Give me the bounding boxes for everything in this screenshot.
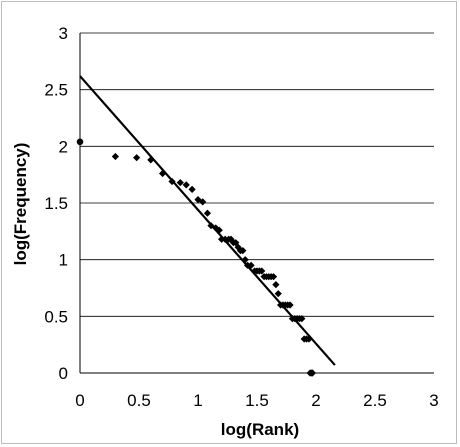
data-points <box>76 138 317 377</box>
data-point <box>239 247 247 255</box>
trendline-group <box>79 75 336 366</box>
data-point <box>111 152 119 161</box>
y-tick-label: 3 <box>59 24 68 43</box>
data-point <box>76 138 84 146</box>
x-axis-title: log(Rank) <box>221 420 299 439</box>
y-tick-label: 0.5 <box>44 307 68 326</box>
x-tick-label: 1 <box>193 391 202 410</box>
data-point <box>133 154 141 162</box>
data-point <box>188 185 196 193</box>
data-point <box>199 198 207 206</box>
y-tick-label: 2.5 <box>44 81 68 100</box>
x-tick-label: 2 <box>311 391 320 410</box>
x-tick-labels: 0 0.5 1 1.5 2 2.5 3 <box>75 391 438 410</box>
y-tick-label: 0 <box>59 364 68 383</box>
y-tick-label: 1.5 <box>44 194 68 213</box>
data-point <box>241 256 249 264</box>
x-tick-label: 3 <box>429 391 438 410</box>
trendline <box>79 75 336 366</box>
data-point <box>272 281 280 289</box>
data-point <box>203 209 212 217</box>
y-tick-label: 1 <box>59 251 68 270</box>
data-point <box>182 181 190 189</box>
y-tick-label: 2 <box>59 137 68 156</box>
data-point <box>308 369 317 377</box>
x-tick-label: 2.5 <box>363 391 387 410</box>
data-point <box>258 267 266 275</box>
data-point <box>298 315 306 323</box>
x-tick-label: 1.5 <box>245 391 269 410</box>
y-tick-labels: 0 0.5 1 1.5 2 2.5 3 <box>44 24 68 383</box>
data-point <box>176 179 184 187</box>
data-point <box>286 301 294 309</box>
x-tick-label: 0 <box>75 391 84 410</box>
x-tick-label: 0.5 <box>127 391 151 410</box>
y-axis-title: log(Frequency) <box>11 143 30 266</box>
data-point <box>274 290 282 298</box>
data-point <box>269 273 278 281</box>
gridlines <box>80 32 434 317</box>
